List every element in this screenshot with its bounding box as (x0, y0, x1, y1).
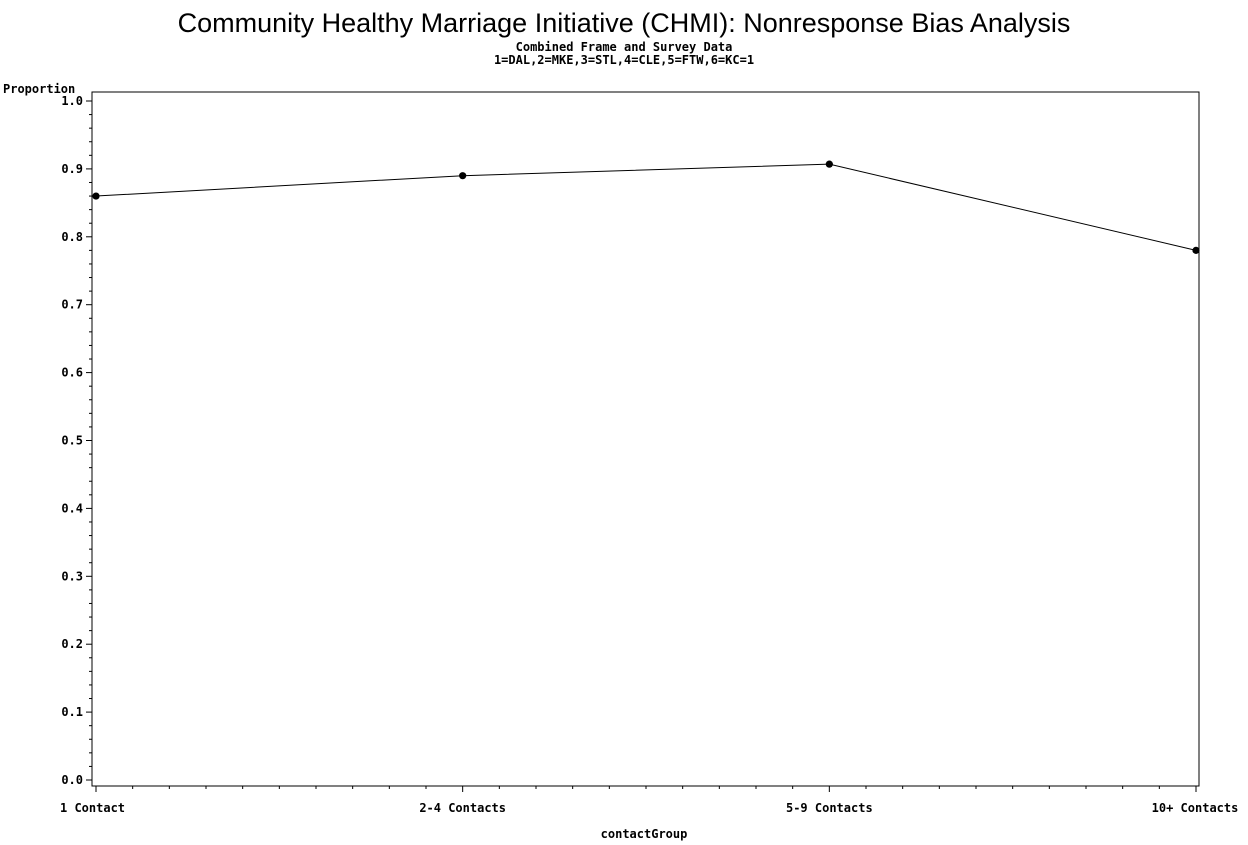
data-point (1192, 246, 1200, 254)
data-point (459, 172, 467, 180)
chart-subtitle-sites: 1=DAL,2=MKE,3=STL,4=CLE,5=FTW,6=KC=1 (494, 53, 754, 67)
y-tick-label: 0.9 (61, 162, 83, 176)
chart-subtitle: Combined Frame and Survey Data (516, 40, 733, 54)
y-tick-label: 0.4 (61, 501, 83, 515)
chart-title: Community Healthy Marriage Initiative (C… (178, 8, 1071, 38)
series-line (95, 163, 1197, 251)
y-tick-label: 0.2 (61, 637, 83, 651)
y-tick-label: 0.8 (61, 230, 83, 244)
data-point (825, 160, 833, 168)
data-point (92, 192, 100, 200)
y-axis-ticks: 0.0 0.1 0.2 0.3 0.4 0.5 0.6 0.7 0.8 0.9 1.0 (61, 94, 92, 787)
x-tick-label: 10+ Contacts (1152, 801, 1239, 815)
x-tick-label: 5-9 Contacts (786, 801, 873, 815)
y-tick-label: 0.5 (61, 434, 83, 448)
y-tick-label: 0.3 (61, 569, 83, 583)
x-tick-label: 1 Contact (60, 801, 125, 815)
y-axis-label: Proportion (3, 82, 75, 96)
x-tick-label: 2-4 Contacts (419, 801, 506, 815)
y-tick-label: 0.1 (61, 705, 83, 719)
x-axis-ticks: 1 Contact 2-4 Contacts 5-9 Contacts 10+ Con… (60, 786, 1238, 815)
x-axis-label: contactGroup (601, 827, 688, 841)
plot-frame (91, 91, 1200, 787)
y-tick-label: 0.7 (61, 298, 83, 312)
y-tick-label: 1.0 (61, 94, 83, 108)
y-tick-label: 0.6 (61, 366, 83, 380)
series (92, 160, 1200, 254)
y-tick-label: 0.0 (61, 773, 83, 787)
